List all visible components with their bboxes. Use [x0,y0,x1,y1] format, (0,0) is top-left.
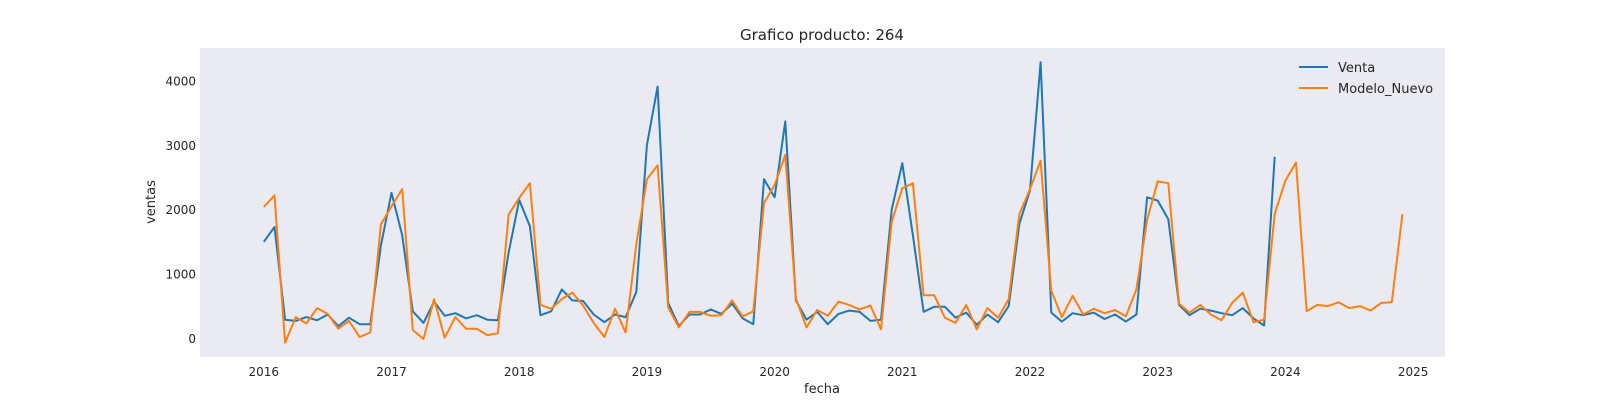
legend-label-venta: Venta [1338,61,1375,76]
y-tick-label: 4000 [165,75,196,89]
x-axis-label: fecha [804,382,840,397]
x-tick-label: 2018 [504,365,535,379]
y-tick-label: 0 [188,332,196,346]
x-tick-label: 2022 [1015,365,1046,379]
legend: Venta Modelo_Nuevo [1299,61,1433,97]
y-tick-label: 3000 [165,139,196,153]
x-tick-label: 2021 [887,365,918,379]
y-tick-label: 2000 [165,203,196,217]
x-tick-label: 2024 [1270,365,1301,379]
plot-area-background [200,48,1445,357]
x-tick-label: 2020 [759,365,790,379]
x-tick-label: 2019 [632,365,663,379]
x-tick-label: 2025 [1398,365,1429,379]
y-axis-label: ventas [144,180,159,224]
x-tick-label: 2017 [376,365,407,379]
x-tick-label: 2023 [1142,365,1173,379]
chart-title: Grafico producto: 264 [740,26,904,44]
y-axis-ticks: 0 1000 2000 3000 4000 [165,75,196,347]
series-layer [262,61,1404,344]
x-tick-label: 2016 [249,365,280,379]
series-line-modelo-nuevo [263,153,1404,344]
x-axis-ticks: 2016 2017 2018 2019 2020 2021 2022 2023 2024 2025 [249,365,1429,379]
y-tick-label: 1000 [165,268,196,282]
legend-label-modelo-nuevo: Modelo_Nuevo [1338,82,1433,97]
